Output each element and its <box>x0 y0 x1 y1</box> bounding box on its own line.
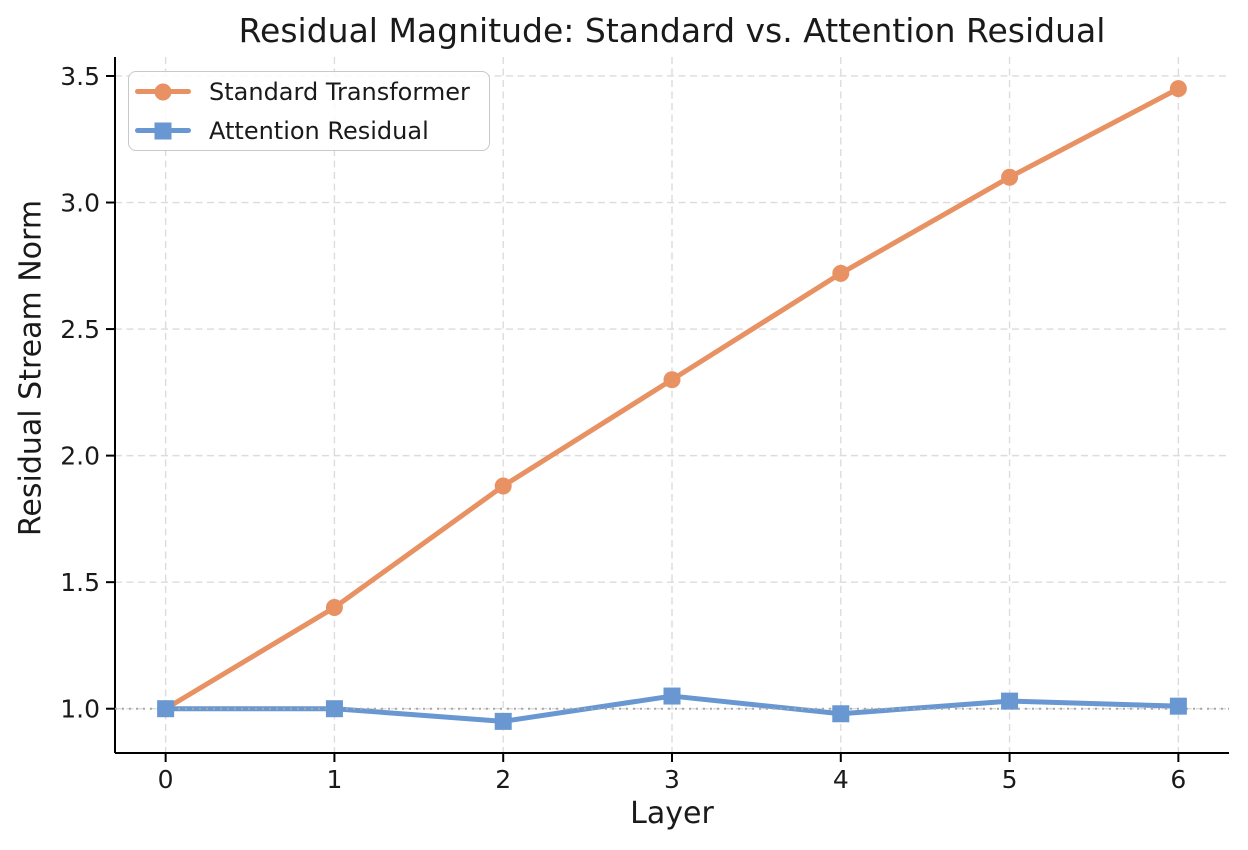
y-axis-label: Residual Stream Norm <box>13 199 49 537</box>
x-tick-label: 2 <box>495 765 511 794</box>
plot-title: Residual Magnitude: Standard vs. Attenti… <box>238 11 1106 50</box>
data-point-marker-square <box>832 705 850 723</box>
legend-entry-standard-transformer: Standard Transformer <box>129 72 489 111</box>
data-point-marker-square <box>1169 697 1187 715</box>
x-tick-label: 1 <box>326 765 342 794</box>
x-tick-label: 4 <box>833 765 849 794</box>
data-point-marker-square <box>494 712 512 730</box>
data-point-marker-square <box>325 700 343 718</box>
y-tick-label: 3.5 <box>60 62 100 91</box>
legend-sample-attention-residual <box>135 122 191 140</box>
y-tick-label: 1.0 <box>60 695 100 724</box>
legend-label-attention-residual: Attention Residual <box>209 116 429 145</box>
y-tick-label: 1.5 <box>60 568 100 597</box>
data-point-marker-circle <box>325 598 343 616</box>
y-tick-label: 2.5 <box>60 315 100 344</box>
x-axis-label: Layer <box>630 796 714 831</box>
data-point-marker-square <box>1001 692 1019 710</box>
x-tick-label: 6 <box>1170 765 1186 794</box>
x-tick-label: 5 <box>1002 765 1018 794</box>
x-tick-label: 3 <box>664 765 680 794</box>
legend-sample-standard-transformer <box>135 83 191 101</box>
data-point-marker-circle <box>1169 80 1187 98</box>
data-point-marker-circle <box>663 371 681 389</box>
y-tick-label: 3.0 <box>60 189 100 218</box>
data-point-marker-square <box>663 687 681 705</box>
legend: Standard Transformer Attention Residual <box>128 71 490 151</box>
legend-label-standard-transformer: Standard Transformer <box>209 77 470 106</box>
legend-marker-circle <box>154 83 172 100</box>
legend-entry-attention-residual: Attention Residual <box>129 111 489 150</box>
x-tick-label: 0 <box>158 765 174 794</box>
y-tick-label: 2.0 <box>60 442 100 471</box>
data-point-marker-circle <box>494 477 512 495</box>
data-point-marker-square <box>157 700 175 718</box>
legend-marker-square <box>154 122 172 139</box>
data-point-marker-circle <box>832 264 850 282</box>
data-point-marker-circle <box>1001 168 1019 186</box>
